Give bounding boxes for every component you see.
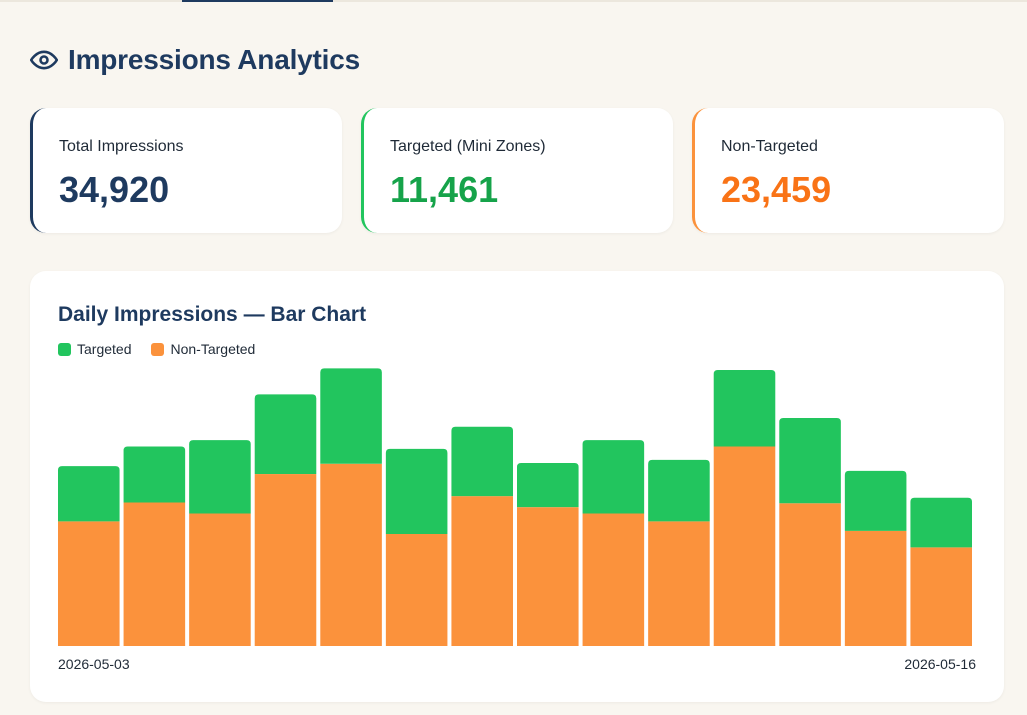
- legend-item-non-targeted[interactable]: Non-Targeted: [151, 341, 255, 357]
- bar-non-targeted-2026-05-08[interactable]: [385, 534, 448, 646]
- top-strip: [0, 0, 1027, 2]
- legend-swatch-non-targeted: [151, 342, 165, 356]
- bar-non-targeted-2026-05-14[interactable]: [779, 503, 841, 646]
- legend-label-non-targeted: Non-Targeted: [170, 341, 256, 357]
- stat-card-total: Total Impressions 34,920: [30, 108, 342, 233]
- bar-non-targeted-2026-05-15[interactable]: [844, 530, 907, 646]
- legend-label-targeted: Targeted: [77, 341, 132, 357]
- bar-targeted-2026-05-06[interactable]: [254, 394, 317, 475]
- bar-targeted-2026-05-07[interactable]: [320, 368, 382, 464]
- legend-swatch-targeted: [58, 342, 71, 356]
- bar-non-targeted-2026-05-04[interactable]: [123, 502, 186, 646]
- bar-non-targeted-2026-05-06[interactable]: [254, 474, 317, 646]
- bar-targeted-2026-05-16[interactable]: [910, 497, 972, 548]
- stat-card-non-targeted: Non-Targeted 23,459: [692, 108, 1004, 233]
- legend-item-targeted[interactable]: Targeted: [58, 341, 131, 357]
- bar-targeted-2026-05-04[interactable]: [123, 446, 186, 503]
- bar-targeted-2026-05-11[interactable]: [582, 440, 645, 514]
- x-tick-label-last: 2026-05-16: [904, 656, 976, 672]
- stat-label-non-targeted: Non-Targeted: [721, 138, 818, 155]
- bar-non-targeted-2026-05-11[interactable]: [582, 513, 645, 646]
- chart-legend: Targeted Non-Targeted: [58, 341, 255, 357]
- x-tick-label-first: 2026-05-03: [58, 656, 130, 672]
- stat-label-total: Total Impressions: [59, 138, 184, 155]
- stat-value-total: 34,920: [59, 169, 170, 210]
- active-tab-indicator[interactable]: [182, 0, 333, 2]
- bar-non-targeted-2026-05-09[interactable]: [451, 496, 513, 646]
- bar-non-targeted-2026-05-07[interactable]: [320, 463, 382, 646]
- bar-non-targeted-2026-05-05[interactable]: [189, 513, 251, 646]
- bar-targeted-2026-05-12[interactable]: [648, 459, 710, 522]
- bar-non-targeted-2026-05-12[interactable]: [648, 521, 710, 646]
- eye-icon: [30, 50, 58, 70]
- bar-non-targeted-2026-05-03[interactable]: [58, 521, 120, 646]
- bar-targeted-2026-05-15[interactable]: [844, 470, 907, 531]
- stat-value-targeted: 11,461: [390, 169, 499, 210]
- bar-non-targeted-2026-05-16[interactable]: [910, 547, 972, 646]
- bar-targeted-2026-05-10[interactable]: [517, 463, 579, 508]
- daily-impressions-chart-card: Daily Impressions — Bar Chart Targeted N…: [30, 271, 1004, 702]
- bar-targeted-2026-05-13[interactable]: [713, 369, 776, 447]
- chart-title: Daily Impressions — Bar Chart: [58, 303, 367, 326]
- bar-non-targeted-2026-05-13[interactable]: [713, 446, 776, 646]
- bar-targeted-2026-05-14[interactable]: [779, 418, 841, 504]
- stat-value-non-targeted: 23,459: [721, 169, 832, 210]
- bar-targeted-2026-05-05[interactable]: [189, 440, 251, 514]
- stacked-bar-chart: [58, 368, 972, 646]
- bar-targeted-2026-05-03[interactable]: [58, 466, 120, 522]
- bar-targeted-2026-05-09[interactable]: [451, 426, 513, 497]
- page-title-text: Impressions Analytics: [68, 44, 360, 75]
- stat-label-targeted: Targeted (Mini Zones): [390, 138, 546, 155]
- bar-non-targeted-2026-05-10[interactable]: [517, 507, 579, 646]
- bar-targeted-2026-05-08[interactable]: [385, 448, 448, 534]
- page-title: Impressions Analytics: [30, 42, 360, 78]
- stat-card-targeted: Targeted (Mini Zones) 11,461: [361, 108, 673, 233]
